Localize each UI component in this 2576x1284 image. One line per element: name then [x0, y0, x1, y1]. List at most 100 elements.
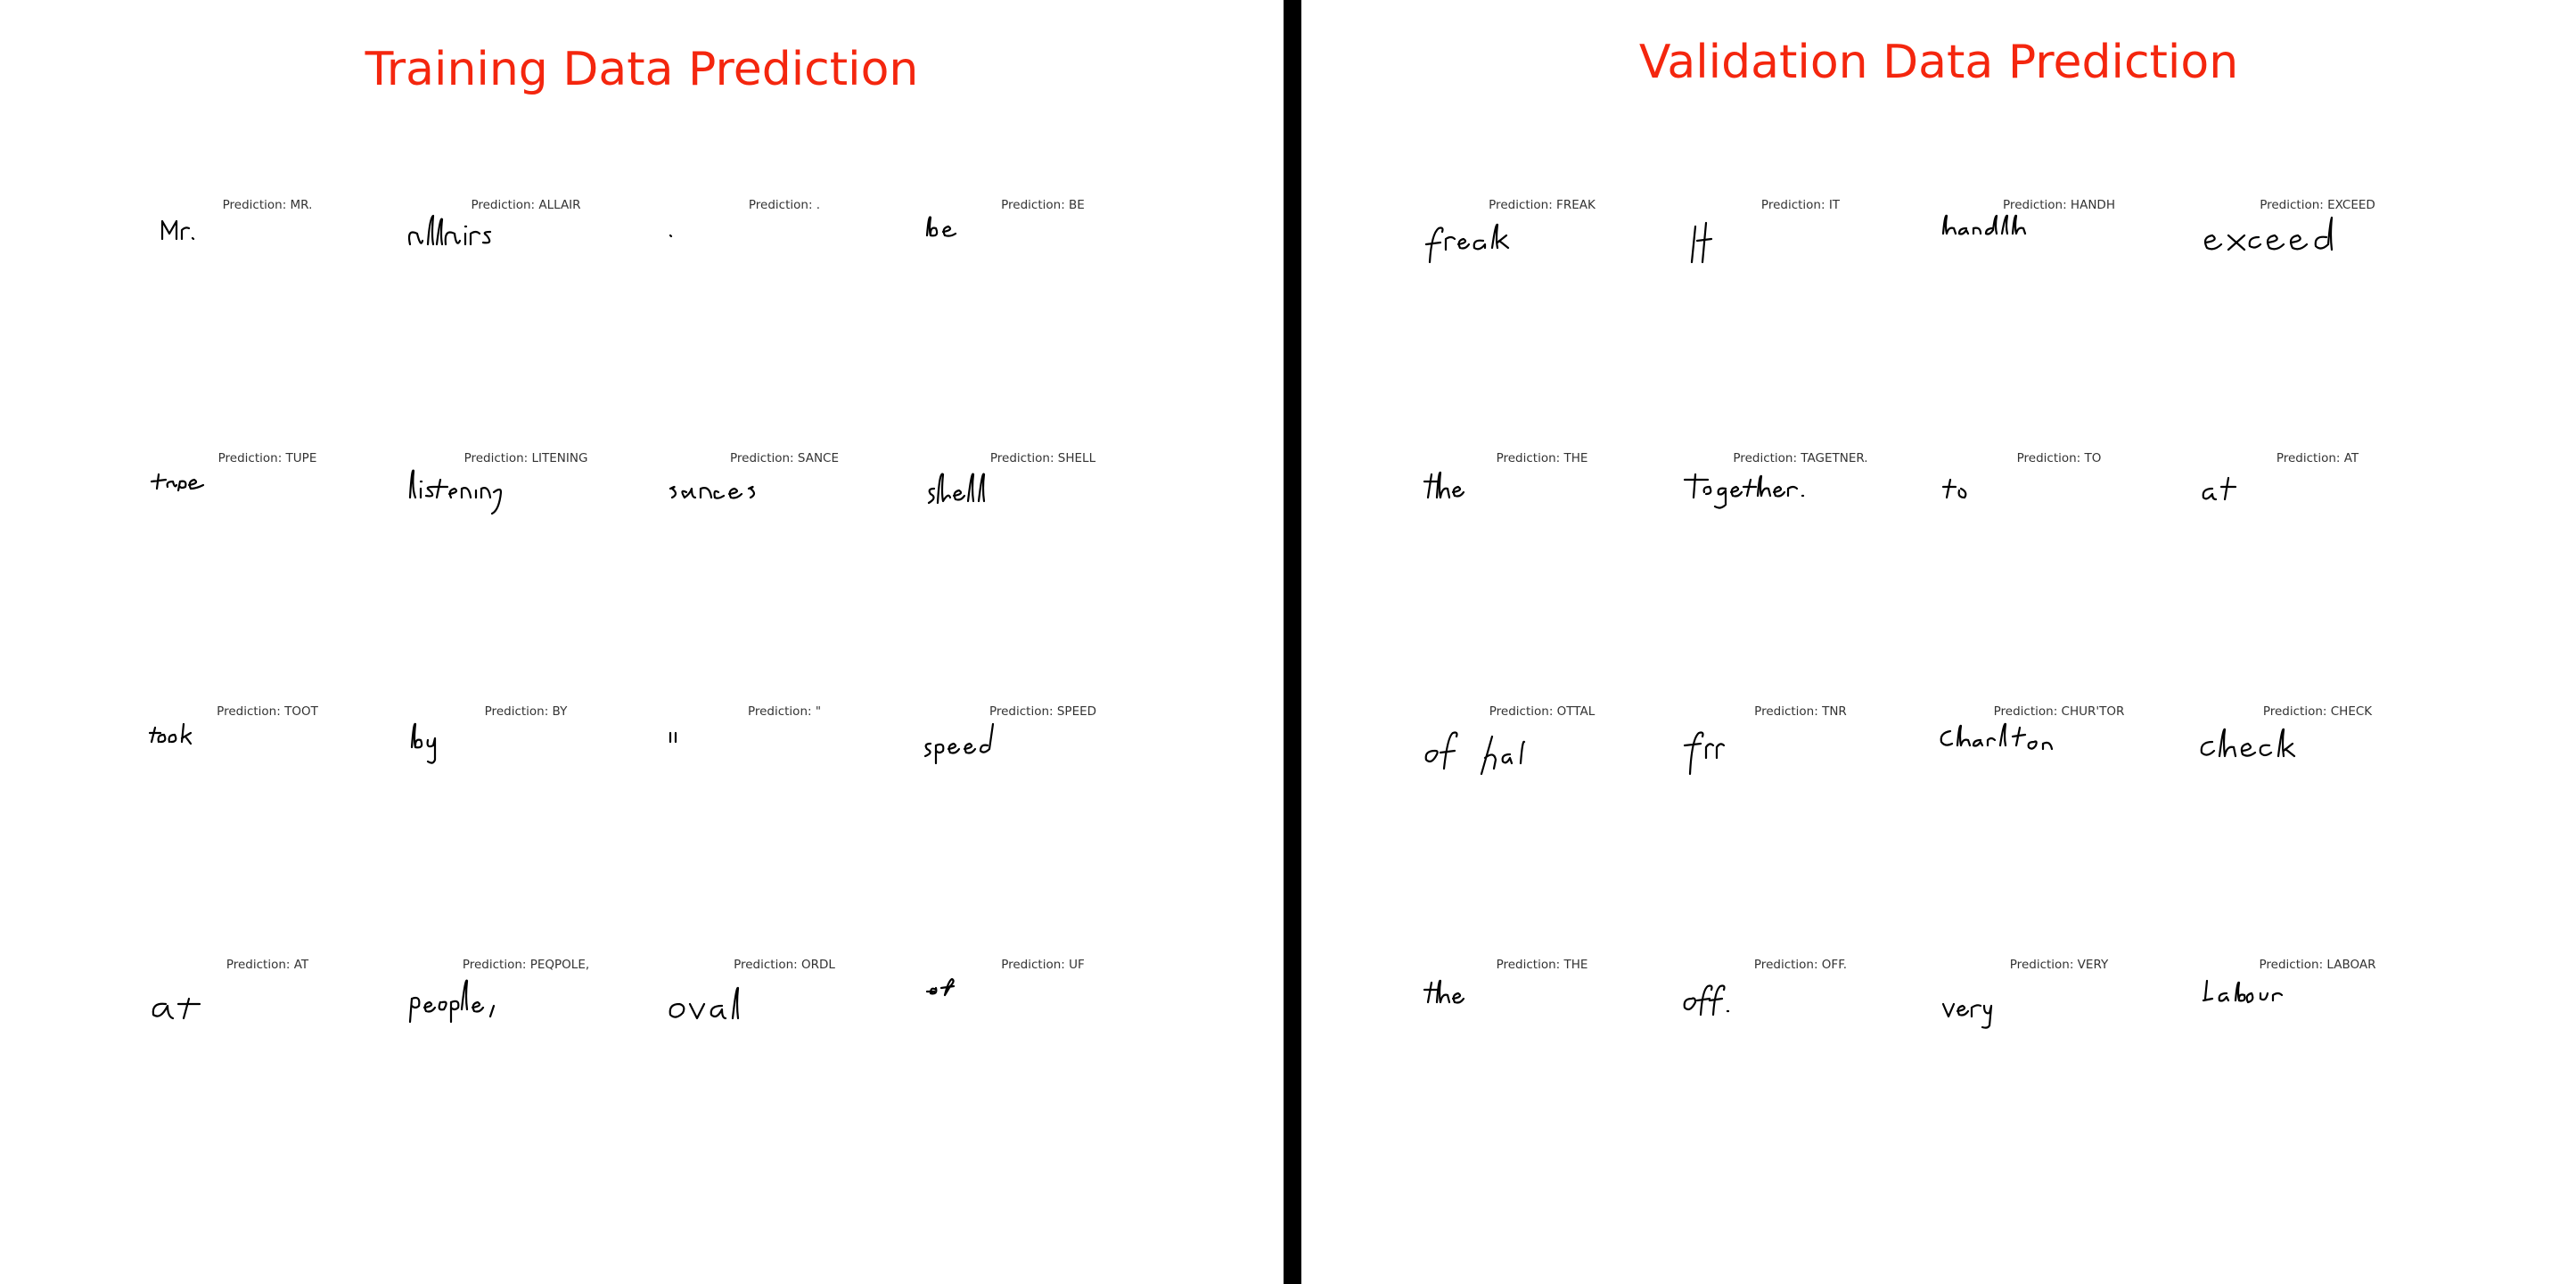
handwriting-stroke: [408, 979, 496, 1024]
prediction-label: Prediction: MR.: [222, 198, 313, 212]
handwriting-stroke: [1423, 471, 1465, 499]
prediction-label: Prediction: BE: [1001, 198, 1085, 212]
prediction-cell: Prediction: SPEED: [918, 704, 1168, 927]
handwriting-sample: [2200, 728, 2296, 758]
handwriting-sample: [407, 214, 492, 246]
prediction-label: Prediction: ORDL: [734, 958, 835, 972]
handwriting-sample: [1941, 478, 1967, 499]
prediction-cell: Prediction: .: [660, 198, 909, 421]
handwriting-stroke: [1940, 722, 2054, 751]
handwriting-sample: [1683, 984, 1730, 1017]
handwriting-sample: [150, 473, 205, 492]
training-grid: Prediction: MR. Prediction: ALLAIR Predict…: [0, 0, 1284, 1284]
prediction-label: Prediction: CHUR'TOR: [1993, 704, 2125, 719]
prediction-cell: Prediction: TUPE: [143, 451, 392, 674]
handwriting-sample: [148, 722, 193, 745]
prediction-label: Prediction: LABOAR: [2259, 958, 2376, 972]
handwriting-sample: [1941, 214, 2027, 235]
prediction-cell: Prediction: HANDH: [1934, 198, 2184, 421]
prediction-label: Prediction: AT: [2276, 451, 2359, 465]
handwriting-sample: [669, 731, 677, 744]
handwriting-stroke: [150, 473, 205, 492]
handwriting-stroke: [408, 469, 503, 515]
prediction-cell: Prediction: ALLAIR: [401, 198, 651, 421]
handwriting-stroke: [669, 731, 677, 744]
handwriting-sample: [1424, 731, 1526, 776]
prediction-cell: Prediction: SHELL: [918, 451, 1168, 674]
handwriting-stroke: [1424, 223, 1510, 264]
handwriting-stroke: [152, 997, 201, 1020]
prediction-cell: Prediction: LITENING: [401, 451, 651, 674]
prediction-label: Prediction: OFF.: [1753, 958, 1848, 972]
handwriting-stroke: [2202, 476, 2237, 501]
handwriting-stroke: [2202, 979, 2284, 1004]
prediction-cell: Prediction: VERY: [1934, 958, 2184, 1181]
handwriting-sample: [1424, 223, 1510, 264]
handwriting-sample: [669, 485, 756, 499]
handwriting-sample: [410, 722, 437, 764]
handwriting-stroke: [148, 722, 193, 745]
prediction-cell: Prediction: OTTAL: [1417, 704, 1667, 927]
handwriting-stroke: [407, 214, 492, 246]
prediction-label: Prediction: EXCEED: [2260, 198, 2375, 212]
handwriting-sample: [925, 977, 956, 997]
handwriting-sample: [152, 997, 201, 1020]
prediction-cell: Prediction: EXCEED: [2193, 198, 2442, 421]
handwriting-stroke: [1424, 731, 1526, 776]
prediction-cell: Prediction: BE: [918, 198, 1168, 421]
handwriting-sample: [408, 469, 503, 515]
handwriting-stroke: [1941, 214, 2027, 235]
handwriting-sample: [408, 979, 496, 1024]
prediction-cell: Prediction: AT: [143, 958, 392, 1181]
prediction-label: Prediction: SANCE: [729, 451, 839, 465]
handwriting-stroke: [1941, 1002, 1993, 1029]
prediction-cell: Prediction: CHUR'TOR: [1934, 704, 2184, 927]
handwriting-stroke: [1423, 979, 1465, 1004]
handwriting-stroke: [2203, 216, 2334, 251]
handwriting-sample: [1423, 471, 1465, 499]
prediction-label: Prediction: LITENING: [464, 451, 588, 465]
handwriting-sample: [2202, 979, 2284, 1004]
handwriting-sample: [923, 722, 995, 765]
training-title: Training Data Prediction: [365, 43, 919, 96]
prediction-cell: Prediction: TAGETNER.: [1676, 451, 1925, 674]
handwriting-stroke: [1690, 221, 1713, 264]
handwriting-sample: [1941, 1002, 1993, 1029]
prediction-cell: Prediction: IT: [1676, 198, 1925, 421]
prediction-cell: Prediction: THE: [1417, 958, 1667, 1181]
handwriting-sample: [1683, 731, 1726, 776]
prediction-label: Prediction: CHECK: [2262, 704, 2373, 719]
prediction-label: Prediction: .: [748, 198, 821, 212]
handwriting-sample: [927, 473, 986, 505]
prediction-cell: Prediction: ": [660, 704, 909, 927]
handwriting-sample: [1690, 221, 1713, 264]
handwriting-stroke: [669, 986, 740, 1020]
prediction-label: Prediction: SHELL: [989, 451, 1096, 465]
handwriting-stroke: [1683, 731, 1726, 776]
handwriting-stroke: [925, 216, 957, 237]
handwriting-stroke: [410, 722, 437, 764]
prediction-label: Prediction: VERY: [2009, 958, 2109, 972]
prediction-cell: Prediction: THE: [1417, 451, 1667, 674]
prediction-cell: Prediction: TOOT: [143, 704, 392, 927]
handwriting-stroke: [923, 722, 995, 765]
prediction-cell: Prediction: SANCE: [660, 451, 909, 674]
validation-title: Validation Data Prediction: [1638, 36, 2239, 89]
prediction-label: Prediction: PEQPOLE,: [462, 958, 590, 972]
handwriting-sample: [1683, 473, 1805, 509]
handwriting-stroke: [1683, 984, 1730, 1017]
handwriting-stroke: [1683, 473, 1805, 509]
prediction-cell: Prediction: TNR: [1676, 704, 1925, 927]
prediction-cell: Prediction: LABOAR: [2193, 958, 2442, 1181]
prediction-cell: Prediction: OFF.: [1676, 958, 1925, 1181]
prediction-label: Prediction: ALLAIR: [471, 198, 581, 212]
prediction-cell: Prediction: UF: [918, 958, 1168, 1181]
handwriting-sample: [1940, 722, 2054, 751]
prediction-cell: Prediction: AT: [2193, 451, 2442, 674]
handwriting-stroke: [925, 977, 956, 997]
prediction-label: Prediction: TNR: [1754, 704, 1847, 719]
prediction-label: Prediction: SPEED: [989, 704, 1097, 719]
prediction-label: Prediction: IT: [1760, 198, 1841, 212]
prediction-cell: Prediction: CHECK: [2193, 704, 2442, 927]
prediction-cell: Prediction: PEQPOLE,: [401, 958, 651, 1181]
